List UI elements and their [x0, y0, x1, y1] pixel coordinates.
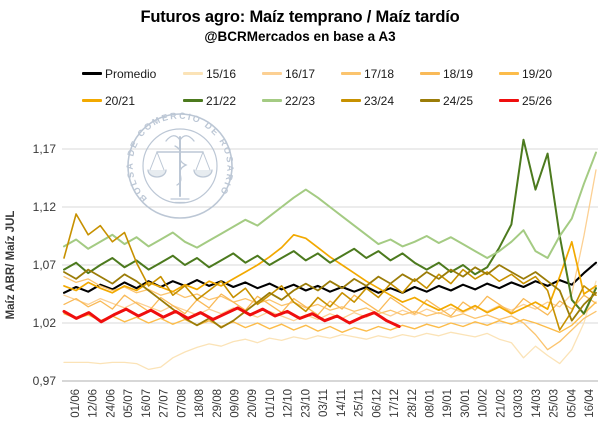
x-tick-label: 21/02 [495, 389, 507, 418]
caduceus-scales-icon [147, 135, 213, 204]
series-lines [62, 138, 598, 371]
x-tick-label: 14/03 [531, 389, 543, 418]
x-tick-label: 30/01 [460, 389, 472, 418]
x-tick-label: 16/07 [141, 389, 153, 418]
chart-subtitle: @BCRMercados en base a A3 [204, 29, 396, 44]
x-tick-label: 14/11 [336, 389, 348, 417]
x-tick-label: 12/06 [88, 389, 100, 418]
series-line-16-17 [63, 169, 597, 322]
legend-item-16-17: 16/17 [262, 67, 341, 81]
legend-label: 17/18 [364, 66, 395, 81]
legend-swatch-20-21 [82, 99, 102, 102]
x-tick-label: 06/12 [371, 389, 383, 418]
legend-item-18-19: 18/19 [420, 67, 499, 81]
legend-swatch-promedio [82, 72, 102, 75]
x-tick-label: 24/06 [105, 389, 117, 418]
x-tick-label: 05/07 [123, 389, 135, 418]
axis-labels: 0,97 1,02 1,07 1,12 1,17 01/06 12/06 24/06 05/07… [33, 142, 596, 418]
legend-swatch-22-23 [262, 99, 282, 102]
legend-swatch-18-19 [420, 72, 440, 75]
legend-label: 16/17 [285, 66, 316, 81]
legend-swatch-23-24 [341, 99, 361, 102]
x-tick-label: 18/08 [194, 389, 206, 418]
legend: Promedio 15/16 16/17 17/18 18/19 19/20 2… [82, 60, 582, 114]
y-tick-label: 1,07 [33, 258, 57, 272]
legend-item-25-26: 25/26 [499, 94, 569, 108]
x-tick-label: 08/01 [424, 389, 436, 418]
watermark-outer-ring [127, 113, 233, 219]
series-line-18-19 [63, 293, 597, 317]
x-tick-label: 10/02 [478, 389, 490, 418]
series-line-20-21 [63, 233, 597, 315]
legend-swatch-15-16 [183, 72, 203, 75]
y-tick-label: 1,12 [33, 200, 57, 214]
legend-item-21-22: 21/22 [183, 94, 262, 108]
series-line-23-24 [63, 213, 597, 331]
legend-item-24-25: 24/25 [420, 94, 499, 108]
legend-swatch-19-20 [499, 72, 519, 75]
legend-label: 23/24 [364, 93, 395, 108]
legend-item-23-24: 23/24 [341, 94, 420, 108]
legend-label: 24/25 [443, 93, 474, 108]
legend-item-promedio: Promedio [82, 67, 183, 81]
legend-label: 25/26 [522, 93, 553, 108]
series-line-21-22 [63, 138, 597, 315]
x-tick-label: 27/07 [159, 389, 171, 418]
legend-swatch-16-17 [262, 72, 282, 75]
legend-item-22-23: 22/23 [262, 94, 341, 108]
x-tick-label: 03/03 [513, 389, 525, 418]
gridlines [62, 148, 598, 382]
legend-item-19-20: 19/20 [499, 67, 569, 81]
x-tick-label: 16/04 [584, 388, 596, 417]
x-tick-label: 03/11 [318, 389, 330, 417]
x-tick-label: 09/09 [230, 389, 242, 418]
y-tick-label: 0,97 [33, 374, 57, 388]
legend-label: 15/16 [206, 66, 237, 81]
series-line-22-23 [63, 151, 597, 259]
legend-label: 22/23 [285, 93, 316, 108]
series-line-24-25 [63, 264, 597, 329]
x-tick-label: 01/06 [70, 389, 82, 418]
y-axis-title: Maíz ABR/ Maíz JUL [5, 211, 17, 320]
x-tick-label: 05/04 [566, 388, 578, 417]
x-tick-label: 12/10 [283, 389, 295, 418]
x-tick-label: 07/08 [176, 389, 188, 418]
legend-item-17-18: 17/18 [341, 67, 420, 81]
x-tick-label: 29/08 [212, 389, 224, 418]
legend-item-20-21: 20/21 [82, 94, 183, 108]
x-tick-label: 25/03 [549, 389, 561, 418]
series-line-25-26 [62, 306, 401, 328]
legend-label: Promedio [105, 66, 157, 81]
x-tick-label: 17/12 [389, 389, 401, 418]
legend-swatch-25-26 [499, 99, 519, 102]
legend-swatch-17-18 [341, 72, 361, 75]
legend-label: 20/21 [105, 93, 136, 108]
legend-row-1: Promedio 15/16 16/17 17/18 18/19 19/20 [82, 60, 582, 87]
series-line-17-18 [63, 275, 597, 351]
series-line-15-16 [63, 280, 597, 371]
series-line-19-20 [63, 301, 597, 333]
x-tick-label: 01/10 [265, 389, 277, 418]
x-tick-label: 28/12 [407, 389, 419, 418]
x-tick-label: 25/11 [354, 389, 366, 417]
bcr-watermark-logo: BOLSA DE COMERCIO DE ROSARIO [125, 111, 233, 219]
chart-title: Futuros agro: Maíz temprano / Maíz tardí… [140, 8, 460, 26]
legend-swatch-24-25 [420, 99, 440, 102]
legend-label: 21/22 [206, 93, 237, 108]
legend-row-2: 20/21 21/22 22/23 23/24 24/25 25/26 [82, 87, 582, 114]
y-tick-label: 1,02 [33, 316, 57, 330]
legend-item-15-16: 15/16 [183, 67, 262, 81]
x-tick-label: 20/09 [247, 389, 259, 418]
y-tick-label: 1,17 [33, 142, 57, 156]
legend-swatch-21-22 [183, 99, 203, 102]
legend-label: 18/19 [443, 66, 474, 81]
x-tick-label: 19/01 [442, 389, 454, 418]
x-tick-label: 23/10 [300, 389, 312, 418]
legend-label: 19/20 [522, 66, 553, 81]
